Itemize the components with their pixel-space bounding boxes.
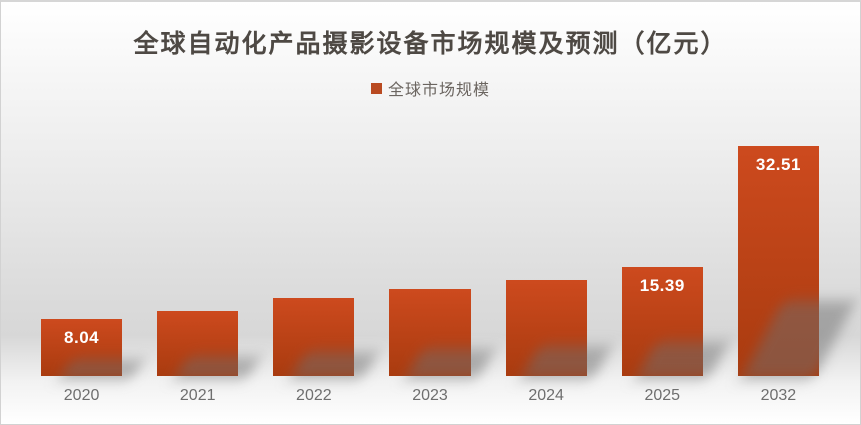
bar-2021 [157,311,239,376]
legend: 全球市场规模 [1,76,860,100]
x-axis-label-2020: 2020 [63,387,100,404]
x-axis-label-2032: 2032 [760,387,797,404]
bar-group-2023: 2023 [389,289,471,404]
bar-2020: 8.04 [41,319,123,376]
legend-label: 全球市场规模 [387,82,490,99]
x-axis-label-2025: 2025 [644,387,681,404]
x-axis-label-2022: 2022 [296,387,332,404]
bar-2023 [389,289,471,376]
bar-2025: 15.39 [621,267,703,376]
bar-group-2024: 2024 [505,280,587,404]
bar-value-label-2020: 8.04 [64,328,100,347]
x-axis-label-2021: 2021 [179,387,216,404]
bar-group-2022: 2022 [273,298,355,404]
bar-group-2021: 2021 [157,311,239,404]
bar-chart-plot-area: 8.04 2020 2021 2022 2023 2024 15.39 2025 32.51 20… [1,146,860,404]
bar-group-2025: 15.39 2025 [621,267,703,404]
bar-value-label-2025: 15.39 [639,276,685,295]
bar-2022 [273,298,355,376]
x-axis-label-2023: 2023 [412,387,448,404]
bar-group-2020: 8.04 2020 [41,319,123,404]
chart-title: 全球自动化产品摄影设备市场规模及预测（亿元） [133,31,728,58]
legend-marker-icon [370,82,382,94]
bar-2032: 32.51 [737,146,819,376]
x-axis-label-2024: 2024 [528,387,564,404]
bar-2024 [505,280,587,376]
bar-group-2032: 32.51 2032 [737,146,819,404]
bar-value-label-2032: 32.51 [755,155,801,174]
